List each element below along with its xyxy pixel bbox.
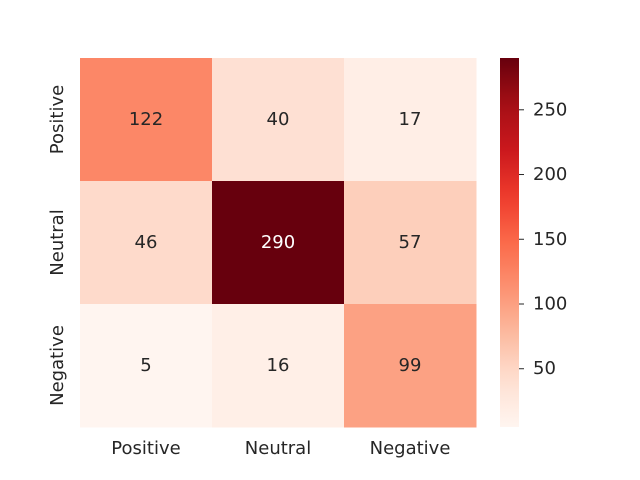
cell-value-r1-c2: 57 bbox=[399, 232, 422, 253]
cell-value-r2-c1: 16 bbox=[267, 355, 290, 376]
heatmap-cell-r1-c2 bbox=[344, 181, 477, 305]
cell-value-r1-c1: 290 bbox=[261, 232, 295, 253]
colorbar-tick-label: 250 bbox=[533, 99, 567, 120]
heatmap-cell-r0-c1 bbox=[212, 58, 345, 182]
heatmap-cell-r2-c2 bbox=[344, 304, 477, 428]
y-axis-tick-labels: Positive Neutral Negative bbox=[47, 85, 68, 406]
cell-value-r0-c0: 122 bbox=[129, 109, 163, 130]
colorbar-tick-labels: 50 100 150 200 250 bbox=[519, 99, 567, 379]
heatmap-cells bbox=[80, 58, 477, 428]
colorbar-tick-label: 150 bbox=[533, 229, 567, 250]
cell-value-r2-c0: 5 bbox=[140, 355, 151, 376]
y-tick-label: Negative bbox=[47, 325, 68, 406]
y-tick-label: Neutral bbox=[47, 209, 68, 275]
heatmap-cell-labels: 122 40 17 46 290 57 5 16 99 bbox=[129, 109, 422, 376]
heatmap-cell-r2-c0 bbox=[80, 304, 213, 428]
colorbar-tick-label: 50 bbox=[533, 358, 556, 379]
cell-value-r2-c2: 99 bbox=[399, 355, 422, 376]
x-axis-tick-labels: Positive Neutral Negative bbox=[111, 438, 450, 459]
x-tick-label: Negative bbox=[370, 438, 451, 459]
heatmap-cell-r2-c1 bbox=[212, 304, 345, 428]
x-tick-label: Neutral bbox=[245, 438, 311, 459]
heatmap-cell-r0-c0 bbox=[80, 58, 213, 182]
colorbar-tick-label: 200 bbox=[533, 164, 567, 185]
x-tick-label: Positive bbox=[111, 438, 180, 459]
colorbar-tick-label: 100 bbox=[533, 294, 567, 315]
heatmap-cell-r1-c0 bbox=[80, 181, 213, 305]
cell-value-r0-c1: 40 bbox=[267, 109, 290, 130]
cell-value-r1-c0: 46 bbox=[135, 232, 158, 253]
heatmap-cell-r1-c1 bbox=[212, 181, 345, 305]
heatmap-cell-r0-c2 bbox=[344, 58, 477, 182]
colorbar bbox=[500, 58, 519, 427]
y-tick-label: Positive bbox=[47, 85, 68, 154]
cell-value-r0-c2: 17 bbox=[399, 109, 422, 130]
